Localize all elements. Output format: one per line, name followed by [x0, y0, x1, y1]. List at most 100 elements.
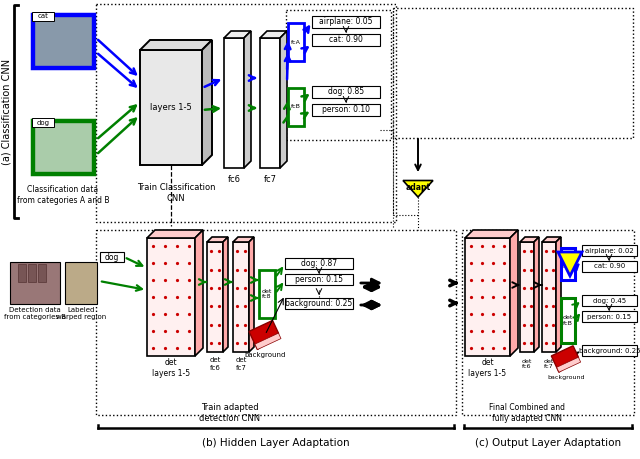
Polygon shape — [280, 31, 287, 168]
Bar — [561, 298, 575, 343]
Bar — [32, 14, 94, 68]
Bar — [65, 262, 97, 304]
Polygon shape — [510, 230, 518, 356]
Text: det
fc7: det fc7 — [544, 358, 554, 369]
Bar — [100, 252, 124, 262]
Polygon shape — [223, 237, 228, 352]
Text: fc6: fc6 — [227, 175, 241, 185]
Bar — [96, 230, 456, 415]
Text: det
fc8: det fc8 — [262, 289, 272, 299]
Polygon shape — [244, 31, 251, 168]
Text: person: 0.15: person: 0.15 — [295, 275, 343, 284]
Bar — [582, 245, 637, 256]
Polygon shape — [556, 237, 561, 352]
Polygon shape — [207, 237, 228, 242]
Bar — [561, 248, 575, 280]
Polygon shape — [534, 237, 539, 352]
Bar — [582, 261, 637, 272]
Polygon shape — [147, 238, 195, 356]
Text: dog: 0.45: dog: 0.45 — [593, 297, 626, 303]
Text: adapt: adapt — [405, 183, 431, 192]
Text: Detection data
from categories B: Detection data from categories B — [4, 307, 66, 319]
Bar — [32, 118, 54, 127]
Bar — [312, 34, 380, 46]
Text: background: background — [547, 375, 585, 381]
Polygon shape — [403, 180, 433, 197]
Text: (b) Hidden Layer Adaptation: (b) Hidden Layer Adaptation — [202, 438, 350, 448]
Bar — [312, 86, 380, 98]
Polygon shape — [520, 237, 539, 242]
Polygon shape — [542, 237, 561, 242]
Polygon shape — [202, 40, 212, 165]
Text: det
fc7: det fc7 — [236, 358, 246, 370]
Text: background: 0.25: background: 0.25 — [285, 299, 353, 308]
Polygon shape — [140, 40, 212, 50]
Bar — [28, 264, 36, 282]
Polygon shape — [233, 237, 254, 242]
Text: airplane: 0.05: airplane: 0.05 — [319, 17, 372, 27]
Bar — [288, 23, 304, 61]
Bar — [32, 12, 54, 21]
Bar — [286, 10, 391, 140]
Text: person: 0.10: person: 0.10 — [322, 106, 370, 114]
Bar — [393, 8, 633, 138]
Polygon shape — [249, 237, 254, 352]
Text: background: background — [244, 352, 285, 358]
Bar — [285, 258, 353, 269]
Polygon shape — [140, 50, 202, 165]
Text: det
fc6: det fc6 — [522, 358, 532, 369]
Bar — [259, 270, 275, 318]
Bar — [18, 264, 26, 282]
Polygon shape — [249, 320, 278, 350]
Text: det
fcA: det fcA — [563, 258, 573, 269]
Bar — [582, 311, 637, 322]
Text: cat: cat — [38, 13, 49, 19]
Text: airplane: 0.02: airplane: 0.02 — [585, 247, 634, 253]
Bar — [582, 295, 637, 306]
Bar — [582, 345, 637, 356]
Bar — [312, 16, 380, 28]
Bar — [38, 264, 46, 282]
Polygon shape — [465, 238, 510, 356]
Text: cat: 0.90: cat: 0.90 — [594, 263, 625, 269]
Text: Train adapted
detection CNN: Train adapted detection CNN — [200, 403, 260, 423]
Polygon shape — [233, 242, 249, 352]
Text: layers 1-5: layers 1-5 — [150, 103, 192, 112]
Text: Labeled
warped region: Labeled warped region — [56, 307, 106, 319]
Text: (a) Classification CNN: (a) Classification CNN — [2, 59, 12, 165]
Polygon shape — [207, 242, 223, 352]
Bar — [288, 88, 304, 126]
Bar — [34, 16, 92, 66]
Text: dog: 0.85: dog: 0.85 — [328, 88, 364, 96]
Polygon shape — [195, 230, 203, 356]
Polygon shape — [557, 357, 580, 372]
Bar — [462, 230, 634, 415]
Polygon shape — [260, 31, 287, 38]
Text: det
layers 1-5: det layers 1-5 — [152, 358, 190, 378]
Polygon shape — [465, 230, 518, 238]
Bar — [96, 4, 396, 222]
Polygon shape — [224, 31, 251, 38]
Polygon shape — [542, 242, 556, 352]
Text: det
fc6: det fc6 — [209, 358, 221, 370]
Text: (c) Output Layer Adaptation: (c) Output Layer Adaptation — [475, 438, 621, 448]
Text: cat: 0.90: cat: 0.90 — [329, 35, 363, 45]
Text: dog: dog — [36, 119, 49, 125]
Text: det
layers 1-5: det layers 1-5 — [468, 358, 507, 378]
Text: det
fcB: det fcB — [563, 315, 573, 326]
Bar — [10, 262, 60, 304]
Bar — [32, 120, 94, 174]
Text: person: 0.15: person: 0.15 — [588, 313, 632, 319]
Text: fcA: fcA — [291, 39, 301, 45]
Text: Classification data
from categories A and B: Classification data from categories A an… — [17, 185, 109, 205]
Text: Train Classification
CNN: Train Classification CNN — [137, 183, 215, 203]
Polygon shape — [224, 38, 244, 168]
Text: dog: dog — [105, 252, 119, 262]
Polygon shape — [558, 252, 582, 276]
Text: fcB: fcB — [291, 105, 301, 110]
Polygon shape — [520, 242, 534, 352]
Polygon shape — [147, 230, 203, 238]
Polygon shape — [260, 38, 280, 168]
Text: dog: 0.87: dog: 0.87 — [301, 259, 337, 268]
Text: background: 0.25: background: 0.25 — [579, 347, 640, 353]
